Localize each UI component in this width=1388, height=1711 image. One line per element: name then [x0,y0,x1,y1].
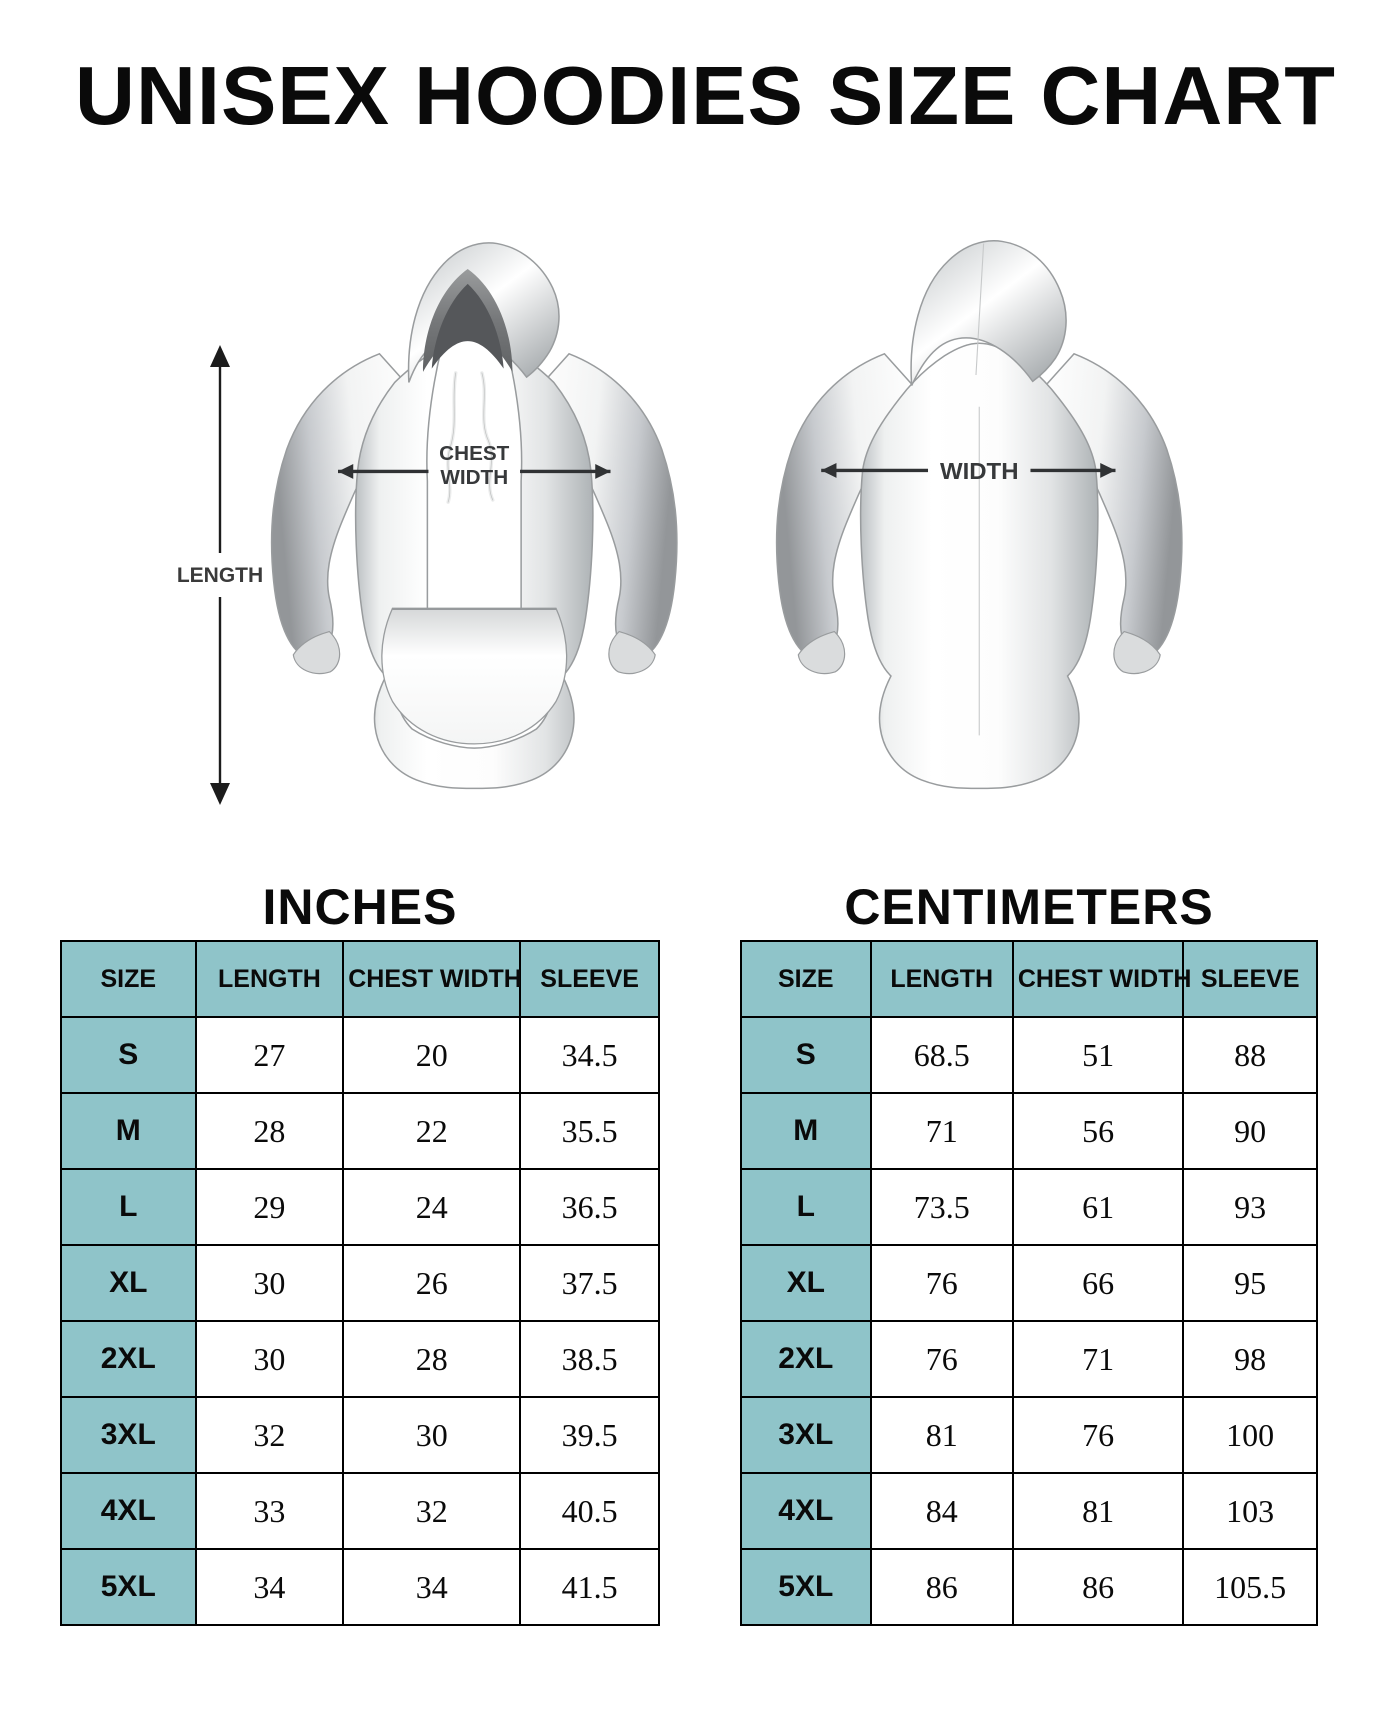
svg-text:CHEST: CHEST [439,443,510,465]
svg-text:WIDTH: WIDTH [440,467,508,489]
svg-text:WIDTH: WIDTH [940,459,1019,485]
